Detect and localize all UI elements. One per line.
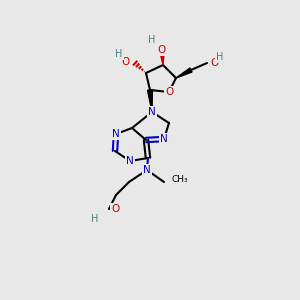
Text: N: N xyxy=(126,156,134,166)
Text: O: O xyxy=(165,87,173,97)
Text: H: H xyxy=(148,35,156,45)
Text: CH₃: CH₃ xyxy=(171,176,188,184)
Polygon shape xyxy=(160,51,164,65)
Polygon shape xyxy=(148,90,152,112)
Text: O: O xyxy=(210,58,218,68)
Text: H: H xyxy=(115,49,123,59)
Text: H: H xyxy=(91,214,99,224)
Text: N: N xyxy=(160,134,168,144)
Text: N: N xyxy=(112,129,120,139)
Text: O: O xyxy=(158,45,166,55)
Text: O: O xyxy=(122,57,130,67)
Text: N: N xyxy=(148,107,156,117)
Text: N: N xyxy=(143,165,151,175)
Text: H: H xyxy=(216,52,224,62)
Text: O: O xyxy=(111,204,119,214)
Polygon shape xyxy=(176,68,192,78)
